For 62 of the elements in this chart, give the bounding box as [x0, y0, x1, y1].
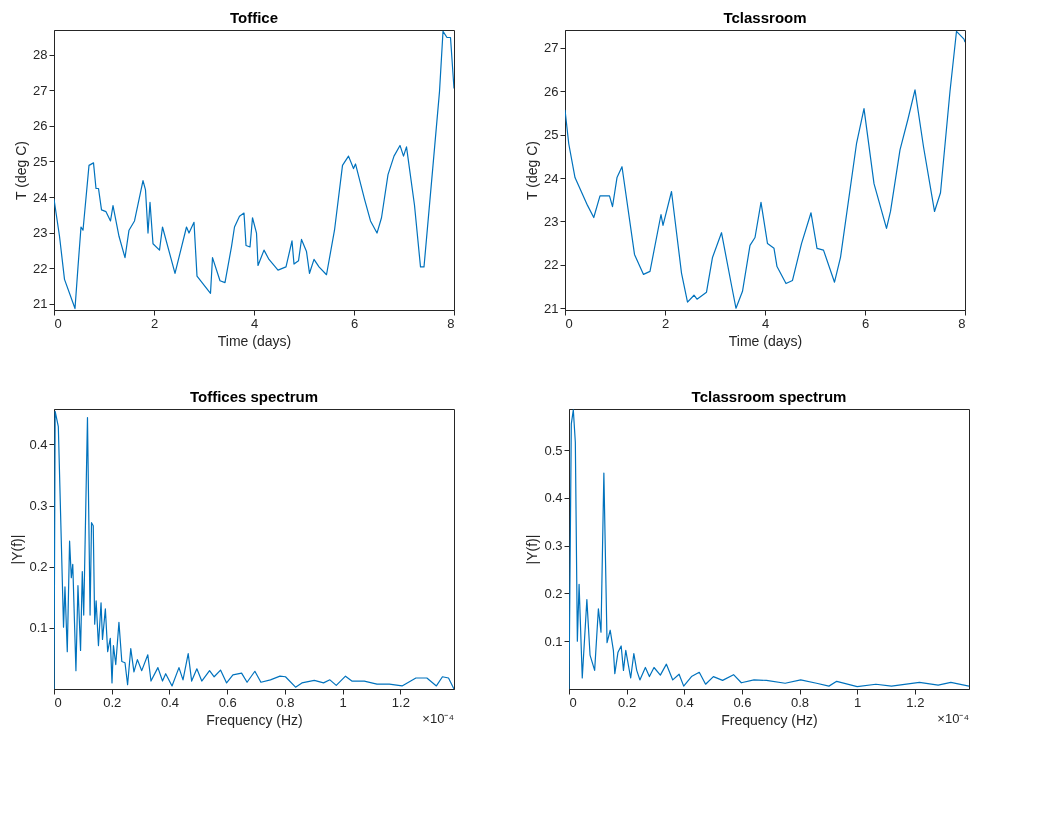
x-tick-label: 0 — [569, 694, 577, 710]
x-tick-label: 0.8 — [276, 694, 295, 710]
chart-title: Toffices spectrum — [189, 388, 319, 405]
text: ×10⁻⁴ — [937, 711, 969, 726]
x-tick-label: 4 — [250, 315, 259, 331]
y-tick-label: 21 — [544, 300, 559, 316]
y-axis-title: T (deg C) — [524, 141, 541, 200]
x-tick-label: 1.2 — [391, 694, 410, 710]
x-tick-label: 0 — [54, 315, 62, 331]
x-tick-label: 6 — [861, 315, 870, 331]
y-tick-label: 25 — [33, 153, 48, 169]
y-tick-label: 28 — [33, 47, 48, 63]
x-tick-label: 1 — [339, 694, 347, 710]
x-tick-label: 8 — [447, 315, 455, 331]
chart-title: Toffice — [229, 9, 279, 26]
y-tick-label: 26 — [544, 83, 559, 99]
y-tick-label: 21 — [33, 296, 48, 312]
y-tick-label: 0.3 — [29, 498, 48, 514]
y-tick-label: 0.4 — [544, 490, 563, 506]
y-tick-label: 0.1 — [29, 620, 48, 636]
y-tick-label: 24 — [544, 170, 559, 186]
y-axis-title: |Y(f)| — [524, 534, 541, 565]
x-axis-title: Frequency (Hz) — [206, 711, 303, 728]
y-tick-label: 24 — [33, 189, 48, 205]
x-tick-label: 0.6 — [218, 694, 237, 710]
y-tick-label: 0.2 — [544, 585, 563, 601]
x-tick-label: 0 — [54, 694, 62, 710]
x-tick-label: 8 — [958, 315, 966, 331]
y-tick-label: 25 — [544, 127, 559, 143]
y-tick-label: 0.3 — [544, 538, 563, 554]
y-tick-label: 0.1 — [544, 633, 563, 649]
x-tick-label: 2 — [661, 315, 670, 331]
x-tick-label: 0.6 — [733, 694, 752, 710]
y-tick-label: 23 — [33, 225, 48, 241]
x-axis-title: Frequency (Hz) — [721, 711, 818, 728]
x-tick-label: 0.4 — [160, 694, 179, 710]
y-tick-label: 23 — [544, 213, 559, 229]
chart-title: Tclassroom spectrum — [691, 388, 847, 405]
x-tick-label: 0 — [565, 315, 573, 331]
y-tick-label: 27 — [544, 40, 559, 56]
x-tick-label: 1.2 — [906, 694, 925, 710]
y-tick-label: 27 — [33, 82, 48, 98]
x-tick-label: 2 — [150, 315, 159, 331]
chart-title: Tclassroom — [723, 9, 807, 26]
y-tick-label: 0.5 — [544, 442, 563, 458]
x-tick-label: 4 — [761, 315, 770, 331]
y-axis-title: T (deg C) — [13, 141, 30, 200]
x-tick-label: 0.8 — [791, 694, 810, 710]
text: ×10⁻⁴ — [422, 711, 454, 726]
x-tick-label: 1 — [854, 694, 862, 710]
x-tick-label: 0.2 — [618, 694, 637, 710]
x-tick-label: 0.4 — [675, 694, 694, 710]
y-tick-label: 0.2 — [29, 559, 48, 575]
y-tick-label: 22 — [33, 260, 48, 276]
x-tick-label: 6 — [350, 315, 359, 331]
y-tick-label: 26 — [33, 118, 48, 134]
y-tick-label: 22 — [544, 257, 559, 273]
x-axis-title: Time (days) — [217, 332, 292, 349]
y-tick-label: 0.4 — [29, 436, 48, 452]
y-axis-title: |Y(f)| — [9, 534, 26, 565]
x-axis-title: Time (days) — [728, 332, 803, 349]
x-tick-label: 0.2 — [103, 694, 122, 710]
